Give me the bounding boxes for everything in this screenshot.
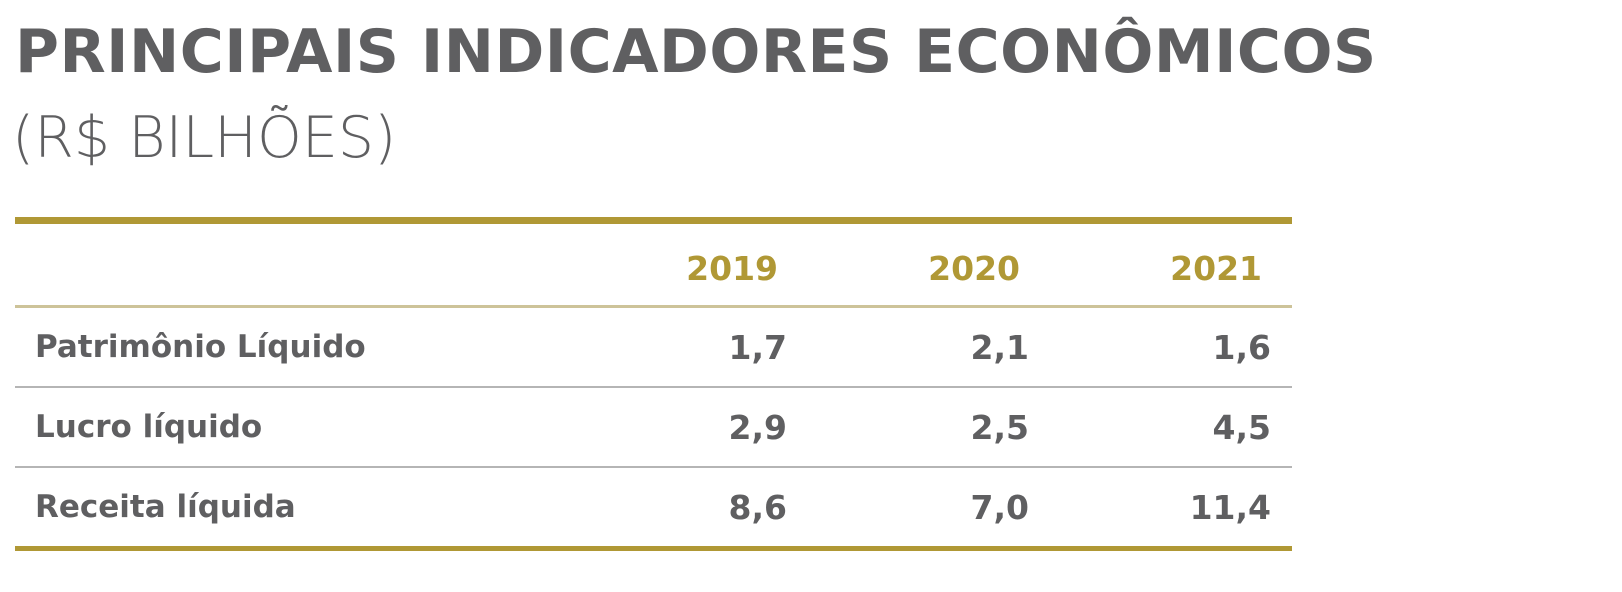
table-top-rule [15,217,1292,224]
page-subtitle: (R$ BILHÕES) [12,105,397,171]
page-title: PRINCIPAIS INDICADORES ECONÔMICOS [15,17,1377,87]
row-label: Patrimônio Líquido [35,329,366,365]
table-cell: 2,9 [728,407,787,447]
column-header-2021: 2021 [1170,249,1262,288]
table-bottom-rule [15,546,1292,551]
table-row: Lucro líquido 2,9 2,5 4,5 [15,388,1292,468]
table-cell: 7,0 [970,487,1029,527]
column-header-2020: 2020 [928,249,1020,288]
row-label: Receita líquida [35,489,296,525]
table-cell: 2,1 [970,327,1029,367]
indicators-table: 2019 2020 2021 Patrimônio Líquido 1,7 2,… [15,217,1292,551]
row-label: Lucro líquido [35,409,263,445]
table-cell: 11,4 [1189,487,1271,527]
table-cell: 8,6 [728,487,787,527]
table-cell: 2,5 [970,407,1029,447]
table-cell: 1,7 [728,327,787,367]
table-cell: 1,6 [1212,327,1271,367]
table-row: Patrimônio Líquido 1,7 2,1 1,6 [15,308,1292,388]
column-header-2019: 2019 [686,249,778,288]
table-row: Receita líquida 8,6 7,0 11,4 [15,468,1292,546]
table-cell: 4,5 [1212,407,1271,447]
table-header-row: 2019 2020 2021 [15,224,1292,308]
